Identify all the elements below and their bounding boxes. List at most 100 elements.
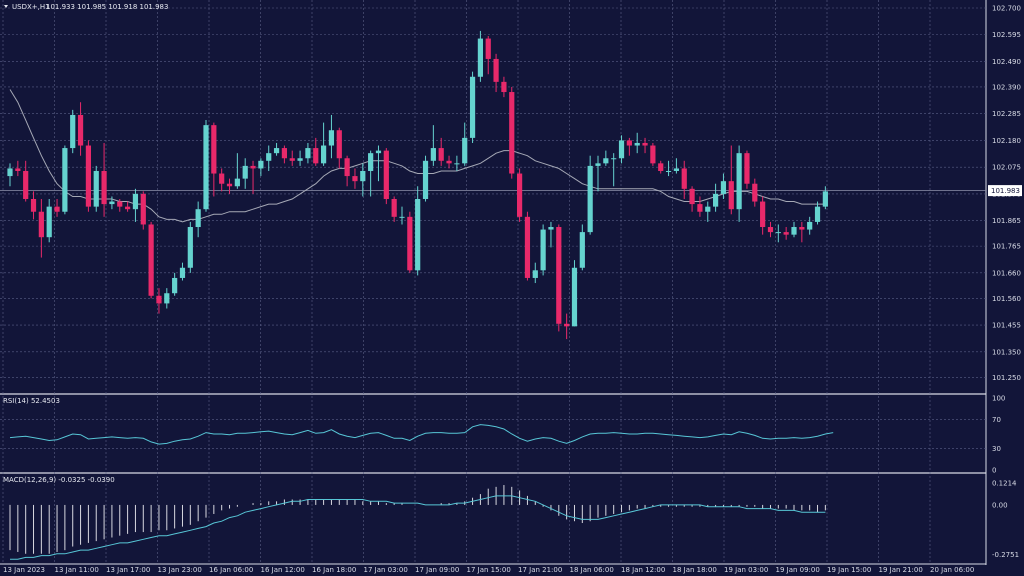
- candle[interactable]: [23, 160, 29, 202]
- candle[interactable]: [219, 168, 225, 192]
- candle[interactable]: [132, 188, 139, 222]
- candle[interactable]: [148, 221, 154, 299]
- candle[interactable]: [109, 196, 115, 210]
- candle[interactable]: [799, 221, 805, 243]
- candle[interactable]: [446, 155, 452, 169]
- candle[interactable]: [305, 142, 311, 164]
- candle[interactable]: [297, 150, 303, 166]
- candle[interactable]: [179, 262, 186, 281]
- candle[interactable]: [352, 168, 358, 189]
- candle[interactable]: [234, 153, 240, 189]
- candle[interactable]: [642, 137, 648, 154]
- candle[interactable]: [187, 221, 193, 273]
- candle[interactable]: [665, 160, 672, 177]
- candle[interactable]: [62, 145, 68, 215]
- candle[interactable]: [85, 140, 91, 212]
- candle[interactable]: [673, 158, 679, 174]
- candle[interactable]: [822, 186, 828, 210]
- candle[interactable]: [226, 178, 233, 194]
- candle[interactable]: [281, 145, 287, 164]
- candle[interactable]: [156, 288, 162, 314]
- candle[interactable]: [524, 211, 531, 281]
- candle[interactable]: [77, 102, 84, 156]
- candle[interactable]: [469, 71, 476, 143]
- candle[interactable]: [93, 165, 99, 212]
- candle[interactable]: [650, 142, 656, 166]
- candle[interactable]: [38, 199, 44, 258]
- candle[interactable]: [7, 163, 13, 187]
- candle[interactable]: [30, 191, 37, 220]
- candle[interactable]: [501, 76, 507, 98]
- candle[interactable]: [744, 150, 750, 189]
- candle[interactable]: [783, 227, 789, 240]
- candle[interactable]: [532, 262, 538, 284]
- candle[interactable]: [70, 109, 76, 154]
- candle[interactable]: [415, 186, 421, 276]
- candle[interactable]: [289, 150, 295, 166]
- candle[interactable]: [689, 186, 695, 212]
- candle[interactable]: [681, 160, 687, 199]
- candle[interactable]: [752, 178, 758, 207]
- rsi-pane[interactable]: [0, 419, 986, 449]
- candle[interactable]: [101, 142, 107, 217]
- candle[interactable]: [697, 196, 703, 217]
- candle[interactable]: [454, 155, 460, 171]
- candle[interactable]: [634, 132, 640, 154]
- candle[interactable]: [571, 260, 578, 327]
- candle[interactable]: [713, 183, 719, 212]
- candle[interactable]: [720, 173, 727, 199]
- candle[interactable]: [266, 145, 272, 171]
- candle[interactable]: [791, 221, 797, 238]
- candle[interactable]: [807, 216, 813, 235]
- price-pane[interactable]: [0, 30, 986, 340]
- candle[interactable]: [368, 150, 374, 197]
- candle[interactable]: [211, 122, 217, 197]
- candle[interactable]: [477, 30, 483, 82]
- candle[interactable]: [485, 36, 491, 75]
- candle[interactable]: [399, 206, 405, 225]
- candle[interactable]: [626, 137, 632, 156]
- candle[interactable]: [336, 127, 342, 169]
- candle[interactable]: [258, 158, 264, 177]
- candle[interactable]: [767, 221, 774, 238]
- candle[interactable]: [438, 137, 444, 166]
- candle[interactable]: [509, 86, 515, 179]
- candle[interactable]: [462, 122, 468, 166]
- candle[interactable]: [564, 313, 570, 340]
- candle[interactable]: [383, 148, 389, 205]
- candle[interactable]: [658, 160, 664, 174]
- candle[interactable]: [587, 155, 593, 235]
- candle[interactable]: [313, 137, 319, 166]
- candle[interactable]: [117, 199, 123, 212]
- candle[interactable]: [15, 160, 21, 177]
- candle[interactable]: [556, 224, 562, 332]
- candle[interactable]: [579, 224, 585, 271]
- candle[interactable]: [391, 196, 397, 222]
- candle[interactable]: [595, 155, 601, 192]
- candle[interactable]: [344, 155, 350, 187]
- candle[interactable]: [618, 135, 625, 164]
- candle[interactable]: [603, 150, 609, 166]
- candle[interactable]: [203, 120, 209, 212]
- candle[interactable]: [611, 153, 617, 187]
- candle[interactable]: [321, 122, 327, 166]
- candle[interactable]: [273, 142, 280, 156]
- candle[interactable]: [164, 288, 170, 309]
- dropdown-triangle-icon[interactable]: [4, 5, 8, 8]
- candle[interactable]: [250, 160, 256, 194]
- candle[interactable]: [360, 163, 366, 197]
- candle[interactable]: [328, 114, 335, 159]
- candle[interactable]: [422, 155, 429, 202]
- candle[interactable]: [140, 191, 146, 230]
- candle[interactable]: [125, 201, 131, 212]
- candle[interactable]: [172, 272, 178, 296]
- candle[interactable]: [548, 221, 554, 248]
- candle[interactable]: [814, 201, 821, 225]
- candle[interactable]: [195, 201, 201, 238]
- candle[interactable]: [517, 168, 523, 222]
- candle[interactable]: [705, 201, 711, 222]
- candle[interactable]: [736, 145, 742, 222]
- candle[interactable]: [375, 145, 382, 182]
- candle[interactable]: [728, 145, 734, 215]
